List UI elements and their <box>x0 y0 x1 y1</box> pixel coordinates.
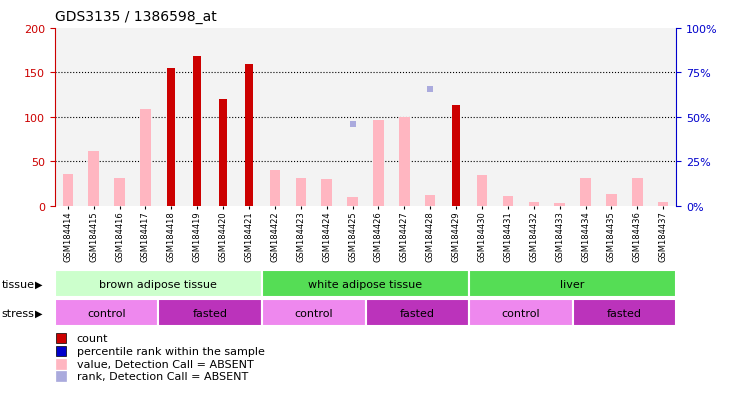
Bar <box>193 57 201 206</box>
Bar <box>340 29 366 206</box>
Text: liver: liver <box>561 279 585 289</box>
Bar <box>495 29 520 206</box>
Bar <box>417 29 443 206</box>
Bar <box>314 29 340 206</box>
Bar <box>159 299 262 326</box>
Text: brown adipose tissue: brown adipose tissue <box>99 279 217 289</box>
Bar <box>55 299 159 326</box>
Bar <box>219 100 227 206</box>
Bar <box>443 29 469 206</box>
Text: fasted: fasted <box>193 308 227 318</box>
Bar <box>262 29 288 206</box>
Text: ▶: ▶ <box>35 308 42 318</box>
Text: count: count <box>77 333 108 344</box>
Text: stress: stress <box>1 308 34 318</box>
Bar <box>236 29 262 206</box>
Bar <box>632 179 643 206</box>
Bar <box>425 196 436 206</box>
Bar <box>262 271 469 297</box>
Bar <box>55 29 80 206</box>
Bar <box>167 69 175 206</box>
Bar <box>107 29 132 206</box>
Bar <box>547 29 572 206</box>
Bar <box>366 29 391 206</box>
Bar <box>88 152 99 206</box>
Text: rank, Detection Call = ABSENT: rank, Detection Call = ABSENT <box>77 372 248 382</box>
Bar <box>132 29 159 206</box>
Bar <box>520 29 547 206</box>
Bar <box>374 120 384 206</box>
Bar <box>452 106 460 206</box>
Bar <box>624 29 651 206</box>
Text: fasted: fasted <box>607 308 642 318</box>
Text: value, Detection Call = ABSENT: value, Detection Call = ABSENT <box>77 359 254 369</box>
Bar <box>114 178 125 206</box>
Bar <box>606 194 617 206</box>
Bar <box>184 29 210 206</box>
Bar <box>262 299 366 326</box>
Bar <box>469 299 572 326</box>
Text: GDS3135 / 1386598_at: GDS3135 / 1386598_at <box>55 10 216 24</box>
Bar <box>469 29 495 206</box>
Text: fasted: fasted <box>400 308 435 318</box>
Bar <box>288 29 314 206</box>
Text: control: control <box>295 308 333 318</box>
Bar <box>503 197 513 206</box>
Text: control: control <box>87 308 126 318</box>
Bar <box>366 299 469 326</box>
Bar <box>322 180 332 206</box>
Bar <box>572 299 676 326</box>
Bar <box>391 29 417 206</box>
Bar <box>63 175 73 206</box>
Bar <box>140 110 151 206</box>
Bar <box>399 118 409 206</box>
Bar <box>270 171 280 206</box>
Text: tissue: tissue <box>1 279 34 289</box>
Bar <box>80 29 107 206</box>
Bar <box>469 271 676 297</box>
Bar <box>295 178 306 206</box>
Bar <box>599 29 624 206</box>
Bar <box>651 29 676 206</box>
Text: control: control <box>501 308 540 318</box>
Bar <box>572 29 599 206</box>
Bar <box>555 204 565 206</box>
Bar <box>529 203 539 206</box>
Bar <box>658 202 668 206</box>
Bar <box>245 64 253 206</box>
Text: white adipose tissue: white adipose tissue <box>308 279 423 289</box>
Bar <box>477 176 487 206</box>
Bar <box>210 29 236 206</box>
Text: percentile rank within the sample: percentile rank within the sample <box>77 346 265 356</box>
Bar <box>580 178 591 206</box>
Text: ▶: ▶ <box>35 279 42 289</box>
Bar <box>159 29 184 206</box>
Bar <box>347 197 357 206</box>
Bar <box>55 271 262 297</box>
